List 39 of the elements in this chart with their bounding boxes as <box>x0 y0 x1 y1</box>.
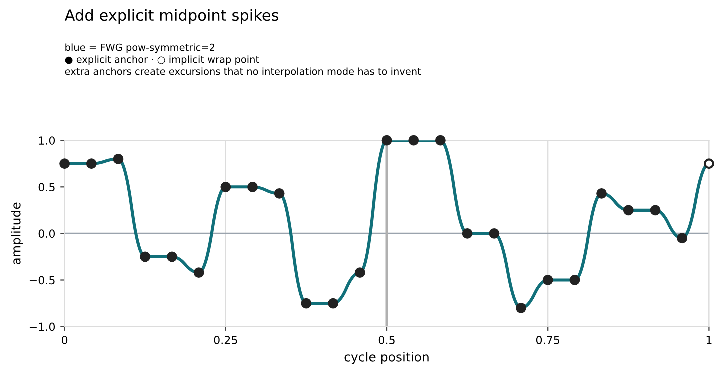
point <box>542 275 554 286</box>
point <box>86 158 97 170</box>
y-tick-label: −1.0 <box>30 322 56 332</box>
point <box>489 228 500 239</box>
x-tick-label: 0.25 <box>214 336 238 344</box>
x-axis-title: cycle position <box>344 352 429 364</box>
y-tick-label: −0.5 <box>30 276 55 285</box>
point <box>167 252 178 262</box>
y-tick-label: 0.5 <box>38 183 55 192</box>
point <box>408 135 420 146</box>
point <box>60 158 70 170</box>
point <box>248 182 258 192</box>
point <box>113 154 124 164</box>
point <box>596 188 607 199</box>
point <box>650 205 661 216</box>
y-tick-label: 0.0 <box>38 230 56 238</box>
x-tick-label: 0.5 <box>378 336 395 344</box>
point <box>220 182 232 192</box>
chart-subtitle: blue = FWG pow-symmetric=2 ● explicit anchor · ○ implicit wrap point extra anchors create excursions that no interpolation mode has to invent <box>65 44 422 78</box>
x-tick-label: 0.75 <box>536 336 560 344</box>
point <box>140 252 151 262</box>
point <box>194 268 204 278</box>
point <box>328 298 339 309</box>
point <box>677 233 688 244</box>
y-tick-label: 1.0 <box>39 136 56 145</box>
x-tick-label: 0 <box>62 336 68 344</box>
point <box>516 302 526 314</box>
point <box>462 228 473 239</box>
point <box>274 188 285 199</box>
point <box>570 275 580 286</box>
point <box>435 135 446 146</box>
y-axis-title: amplitude <box>11 202 24 265</box>
point <box>301 298 312 309</box>
point <box>382 135 392 146</box>
x-tick-label: 1 <box>706 336 712 344</box>
point <box>704 158 714 170</box>
point <box>623 205 634 216</box>
point <box>354 268 366 278</box>
chart-title: Add explicit midpoint spikes <box>64 9 279 24</box>
